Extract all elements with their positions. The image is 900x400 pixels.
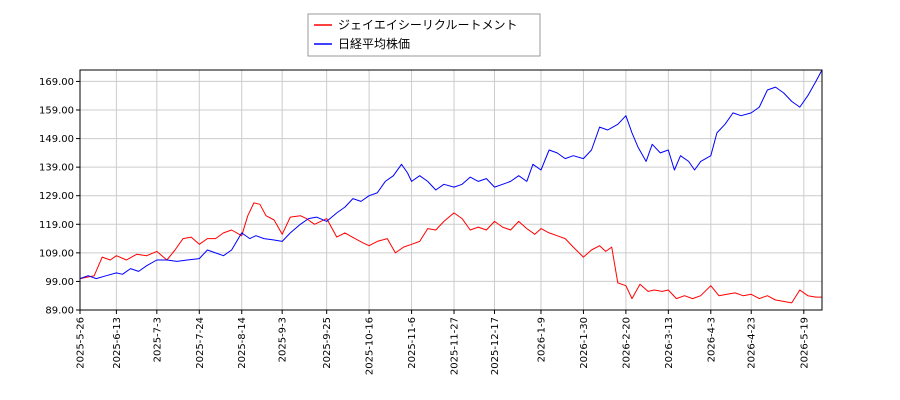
y-axis: 89.00 99.00 109.00 119.00 129.00 139.00 149.00… [39, 77, 80, 317]
x-tick-label: 2025-6-13 [112, 317, 123, 369]
x-tick-label: 2026-2-20 [621, 317, 632, 369]
y-tick-label: 139.00 [39, 163, 74, 174]
x-tick-label: 2025-9-25 [322, 317, 333, 369]
x-axis: 2025-5-26 2025-6-13 2025-7-3 2025-7-24 2025-… [76, 310, 810, 375]
x-tick-label: 2025-5-26 [76, 317, 87, 369]
y-tick-label: 89.00 [45, 306, 74, 317]
x-tick-label: 2025-7-24 [195, 317, 206, 369]
legend-label-0: ジェイエイシーリクルートメント [338, 18, 518, 32]
y-tick-label: 169.00 [39, 77, 74, 88]
x-tick-label: 2025-11-6 [407, 317, 418, 369]
y-tick-label: 129.00 [39, 191, 74, 202]
series-line-1 [79, 69, 823, 280]
x-tick-label: 2026-4-23 [747, 317, 758, 369]
x-tick-label: 2025-8-14 [237, 317, 248, 369]
x-tick-label: 2026-3-13 [664, 317, 675, 369]
legend: ジェイエイシーリクルートメント 日経平均株価 [307, 13, 541, 57]
x-tick-label: 2026-1-30 [579, 317, 590, 369]
x-tick-label: 2025-7-3 [152, 317, 163, 362]
x-tick-label: 2026-4-3 [706, 317, 717, 362]
x-tick-label: 2026-5-19 [799, 317, 810, 369]
series-layer [79, 69, 823, 304]
x-tick-label: 2026-1-9 [536, 317, 547, 362]
y-tick-label: 149.00 [39, 134, 74, 145]
x-tick-label: 2025-11-27 [450, 317, 461, 375]
y-tick-label: 119.00 [39, 220, 74, 231]
y-tick-label: 159.00 [39, 106, 74, 117]
legend-box [307, 13, 541, 57]
x-tick-label: 2025-12-17 [490, 317, 501, 375]
legend-label-1: 日経平均株価 [338, 36, 410, 51]
x-tick-label: 2025-9-3 [278, 317, 289, 362]
y-tick-label: 109.00 [39, 248, 74, 259]
x-tick-label: 2025-10-16 [365, 317, 376, 375]
y-tick-label: 99.00 [45, 277, 74, 288]
plot-frame [79, 69, 823, 311]
series-line-0 [79, 202, 822, 304]
